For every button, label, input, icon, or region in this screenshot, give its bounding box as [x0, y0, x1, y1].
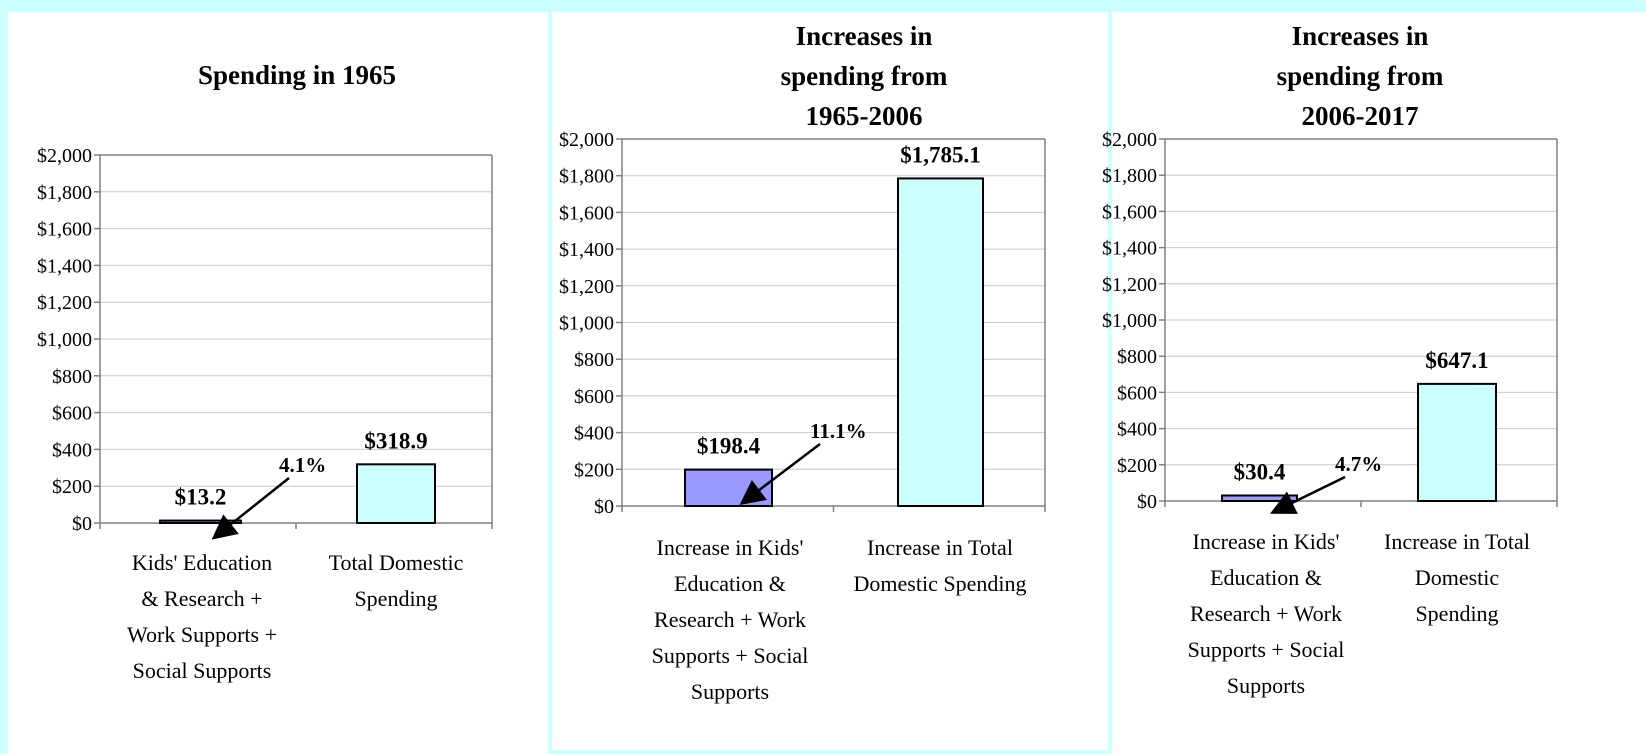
x-category-label: Total Domestic	[329, 550, 464, 575]
bar-kids-spending	[684, 468, 773, 507]
chart-title-line: Increases in	[1292, 21, 1429, 51]
x-category-label: Social Supports	[133, 658, 272, 683]
panel-background-middle	[552, 12, 1108, 750]
y-tick-label: $600	[1117, 382, 1157, 404]
chart-title-line: 1965-2006	[806, 101, 923, 131]
y-tick-label: $1,600	[37, 219, 92, 241]
y-tick-label: $0	[594, 496, 614, 518]
x-category-label: Increase in Total	[867, 535, 1013, 560]
y-tick-label: $1,600	[559, 202, 614, 224]
y-tick-label: $1,200	[37, 292, 92, 314]
share-arrow	[211, 477, 290, 540]
panel-background-left	[8, 12, 548, 754]
x-category-label: Spending	[1415, 601, 1498, 626]
chart-title-line: Increases in	[796, 21, 933, 51]
chart-title-line: 2006-2017	[1302, 101, 1419, 131]
y-tick-label: $400	[52, 439, 92, 461]
y-tick-label: $1,000	[37, 329, 92, 351]
chart-title-line: Spending in 1965	[198, 60, 396, 90]
x-category-label: Research + Work	[1190, 601, 1342, 626]
y-tick-label: $0	[72, 513, 92, 535]
y-tick-label: $800	[574, 349, 614, 371]
y-tick-label: $800	[52, 366, 92, 388]
x-category-label: Increase in Kids'	[657, 535, 804, 560]
x-category-label: Increase in Total	[1384, 529, 1530, 554]
bar-total-domestic	[1417, 382, 1497, 503]
bar-value-label: $318.9	[364, 428, 427, 453]
y-tick-label: $1,400	[37, 255, 92, 277]
y-tick-label: $0	[1137, 491, 1157, 513]
y-tick-label: $2,000	[1102, 129, 1157, 151]
bar-value-label: $13.2	[175, 485, 227, 510]
y-tick-label: $200	[52, 476, 92, 498]
y-tick-label: $200	[574, 459, 614, 481]
bar-value-label: $647.1	[1425, 348, 1488, 373]
share-arrow	[1270, 475, 1346, 514]
x-category-label: Education &	[674, 571, 786, 596]
bar-total-domestic	[897, 177, 984, 507]
bar-kids-spending	[1221, 494, 1298, 502]
y-tick-label: $1,800	[1102, 165, 1157, 187]
bar-value-label: $30.4	[1234, 459, 1286, 484]
x-category-label: Supports + Social	[652, 643, 809, 668]
y-tick-label: $2,000	[37, 145, 92, 167]
y-tick-label: $1,200	[559, 276, 614, 298]
x-category-label: Supports + Social	[1188, 637, 1345, 662]
y-tick-label: $600	[574, 386, 614, 408]
share-percent-label: 4.1%	[279, 453, 326, 477]
y-tick-label: $400	[574, 423, 614, 445]
x-category-label: Supports	[1227, 673, 1305, 698]
bar-kids-spending	[159, 519, 242, 525]
bar-value-label: $198.4	[697, 434, 761, 459]
bar-total-domestic	[356, 463, 436, 524]
chart-title-line: spending from	[781, 61, 948, 91]
share-percent-label: 11.1%	[810, 419, 867, 443]
x-category-label: Kids' Education	[132, 550, 272, 575]
x-category-label: Education &	[1210, 565, 1322, 590]
x-category-label: Work Supports +	[127, 622, 277, 647]
y-tick-label: $1,000	[559, 313, 614, 335]
x-category-label: Increase in Kids'	[1193, 529, 1340, 554]
x-category-label: & Research +	[141, 586, 262, 611]
y-tick-label: $2,000	[559, 129, 614, 151]
y-tick-label: $1,400	[559, 239, 614, 261]
y-tick-label: $1,400	[1102, 238, 1157, 260]
y-tick-label: $1,000	[1102, 310, 1157, 332]
x-category-label: Domestic Spending	[854, 571, 1027, 596]
share-percent-label: 4.7%	[1335, 452, 1382, 476]
y-tick-label: $1,200	[1102, 274, 1157, 296]
y-tick-label: $1,800	[559, 166, 614, 188]
charts-layer: Spending in 1965 $0 $200 $400 $600 $800 $1,000…	[37, 21, 1558, 704]
chart-title-line: spending from	[1277, 61, 1444, 91]
y-tick-label: $400	[1117, 419, 1157, 441]
x-category-label: Spending	[354, 586, 437, 611]
y-tick-label: $800	[1117, 346, 1157, 368]
y-tick-label: $1,600	[1102, 201, 1157, 223]
x-category-label: Research + Work	[654, 607, 806, 632]
bar-value-label: $1,785.1	[900, 142, 981, 167]
y-tick-label: $1,800	[37, 182, 92, 204]
x-category-label: Supports	[691, 679, 769, 704]
y-tick-label: $200	[1117, 455, 1157, 477]
x-category-label: Domestic	[1415, 565, 1500, 590]
share-arrow	[739, 443, 821, 506]
y-tick-label: $600	[52, 403, 92, 425]
